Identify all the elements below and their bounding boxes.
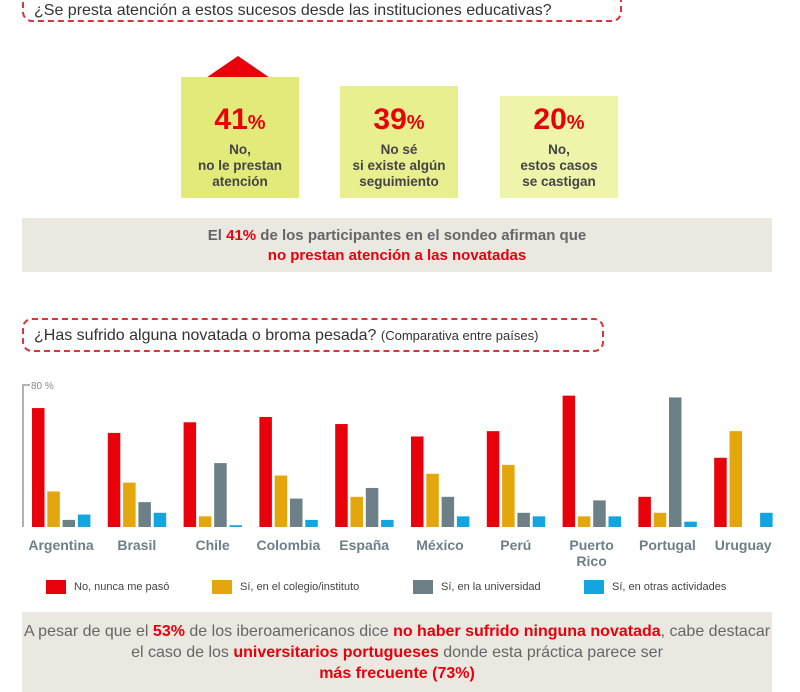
bar-uruguay-0: [714, 457, 727, 527]
x-tick-label: Brasil: [117, 537, 156, 553]
bar-colombia-1: [274, 475, 288, 527]
summary-1: El 41% de los participantes en el sondeo…: [22, 218, 772, 272]
card-line: se castigan: [522, 174, 596, 189]
card-line: estos casos: [520, 158, 598, 173]
bar-puerto-rico-1: [577, 516, 591, 527]
bar-colombia-2: [290, 498, 303, 527]
x-tick-label: Argentina: [28, 537, 94, 553]
bar-portugal-1: [653, 512, 667, 527]
bar-méxico-1: [426, 473, 439, 527]
question-2: ¿Has sufrido alguna novatada o broma pes…: [22, 318, 604, 352]
bar-portugal-0: [638, 496, 651, 527]
x-tick-label: Portugal: [639, 537, 696, 553]
card-percent: 39%: [373, 103, 425, 136]
bar-brasil-2: [138, 502, 151, 527]
bar-españa-1: [350, 496, 363, 527]
card-percent: 20%: [533, 103, 585, 136]
x-tick-label: Chile: [195, 537, 229, 553]
card-percent: 41%: [214, 103, 266, 136]
bar-puerto-rico-2: [593, 500, 606, 527]
bar-chile-0: [183, 422, 197, 527]
legend-label: Sí, en otras actividades: [612, 581, 727, 593]
legend-label: Sí, en la universidad: [441, 581, 541, 593]
bar-españa-2: [365, 487, 379, 527]
bar-puerto-rico-3: [608, 516, 621, 527]
bar-portugal-3: [684, 521, 697, 527]
bar-chile-2: [214, 463, 227, 527]
card-line: No,: [229, 142, 251, 157]
legend-swatch: [413, 580, 433, 594]
bar-brasil-1: [123, 482, 136, 527]
bar-uruguay-1: [729, 431, 742, 527]
bar-españa-3: [381, 519, 394, 527]
bar-chile-3: [229, 525, 242, 527]
bar-colombia-3: [305, 519, 318, 527]
bar-colombia-0: [259, 416, 272, 527]
x-tick-label: España: [339, 537, 389, 553]
x-tick-label: Perú: [500, 537, 531, 553]
question-1: ¿Se presta atención a estos sucesos desd…: [22, 0, 622, 22]
answer-card-2: 39% No sé si existe algún seguimiento: [340, 86, 458, 198]
country-bar-chart: 80 % Argentina Brasil Chile Colombia España Mé…: [22, 381, 773, 569]
bar-argentina-0: [32, 408, 45, 527]
card-line: No sé: [380, 142, 418, 157]
bar-perú-1: [502, 464, 515, 527]
card-line: no le prestan: [197, 158, 283, 173]
bar-uruguay-3: [760, 512, 773, 527]
bar-argentina-2: [62, 519, 76, 527]
bar-argentina-1: [47, 491, 60, 527]
legend-label: No, nunca me pasó: [74, 581, 170, 593]
bar-perú-3: [532, 516, 546, 527]
card-line: seguimiento: [359, 174, 439, 189]
summary-2: A pesar de que el 53% de los iberoameric…: [22, 612, 772, 692]
x-tick-label: Puerto Rico: [569, 537, 613, 569]
legend-label: Sí, en el colegio/instituto: [240, 581, 360, 593]
legend-swatch: [212, 580, 232, 594]
bar-perú-0: [486, 431, 500, 527]
bar-perú-2: [517, 512, 530, 527]
bar-brasil-3: [153, 512, 167, 527]
bar-portugal-2: [669, 397, 682, 527]
bar-chile-1: [198, 516, 212, 527]
bar-puerto-rico-0: [562, 395, 576, 527]
card-line: si existe algún: [352, 158, 446, 173]
answer-card-3: 20% No, estos casos se castigan: [500, 96, 618, 198]
legend-swatch: [584, 580, 604, 594]
x-tick-label: México: [416, 537, 463, 553]
card-line: No,: [548, 142, 570, 157]
card-line: atención: [212, 174, 268, 189]
bar-brasil-0: [107, 432, 121, 527]
bar-españa-0: [335, 424, 348, 527]
y-axis: [22, 384, 30, 527]
bar-méxico-2: [441, 496, 455, 527]
x-tick-label: Uruguay: [715, 537, 772, 553]
bar-méxico-3: [456, 516, 470, 527]
bar-méxico-0: [411, 436, 424, 527]
y-tick-label: 80 %: [31, 381, 54, 392]
x-tick-label: Colombia: [257, 537, 321, 553]
legend-swatch: [46, 580, 66, 594]
answer-card-1: 41% No, no le prestan atención: [181, 77, 299, 198]
bar-argentina-3: [77, 514, 91, 527]
